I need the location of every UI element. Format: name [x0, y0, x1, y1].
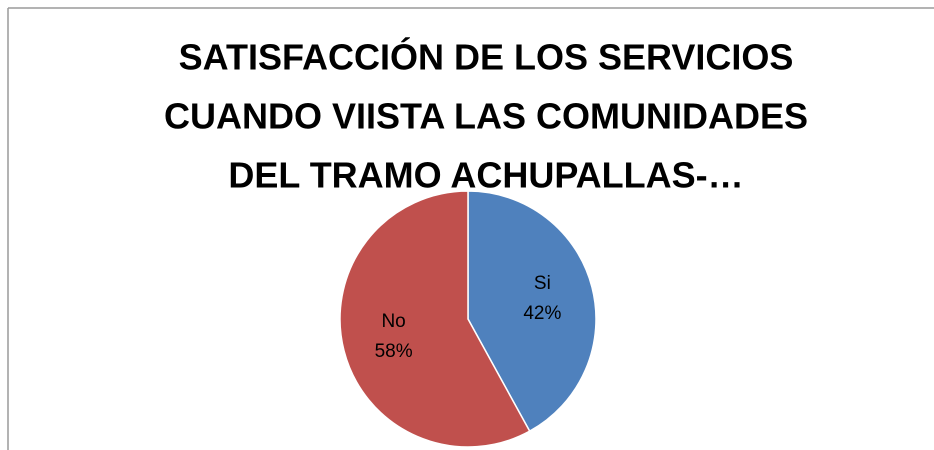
chart-title: DEL TRAMO ACHUPALLAS-…: [228, 155, 743, 196]
slice-category-label: No: [381, 311, 405, 332]
chart-title: CUANDO VIISTA LAS COMUNIDADES: [164, 96, 808, 137]
slice-category-label: Si: [534, 273, 551, 294]
chart-title: SATISFACCIÓN DE LOS SERVICIOS: [179, 36, 794, 78]
pie-slice: [467, 190, 597, 433]
slice-value-label: 42%: [523, 303, 561, 324]
slice-value-label: 58%: [375, 341, 413, 362]
pie-slice: [339, 190, 531, 448]
